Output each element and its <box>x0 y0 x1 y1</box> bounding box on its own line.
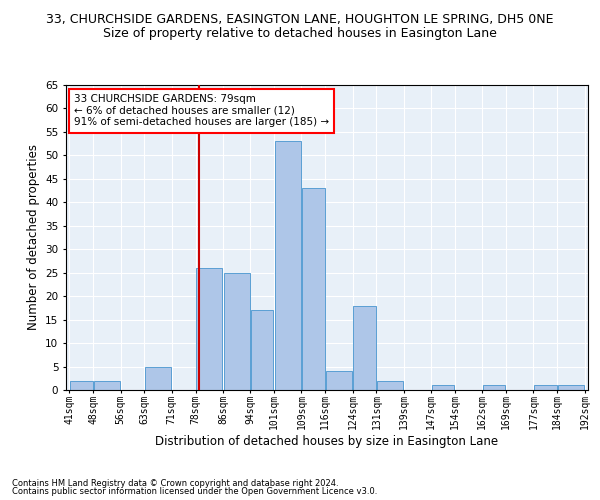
Bar <box>432 386 454 390</box>
Text: Contains public sector information licensed under the Open Government Licence v3: Contains public sector information licen… <box>12 487 377 496</box>
Bar <box>483 386 505 390</box>
Bar <box>377 380 403 390</box>
Text: Contains HM Land Registry data © Crown copyright and database right 2024.: Contains HM Land Registry data © Crown c… <box>12 478 338 488</box>
Text: Size of property relative to detached houses in Easington Lane: Size of property relative to detached ho… <box>103 28 497 40</box>
Bar <box>275 142 301 390</box>
Bar <box>94 380 120 390</box>
Bar <box>196 268 222 390</box>
Text: 33 CHURCHSIDE GARDENS: 79sqm
← 6% of detached houses are smaller (12)
91% of sem: 33 CHURCHSIDE GARDENS: 79sqm ← 6% of det… <box>74 94 329 128</box>
Bar <box>558 386 584 390</box>
Bar <box>302 188 325 390</box>
Y-axis label: Number of detached properties: Number of detached properties <box>26 144 40 330</box>
Bar <box>224 272 250 390</box>
Text: 33, CHURCHSIDE GARDENS, EASINGTON LANE, HOUGHTON LE SPRING, DH5 0NE: 33, CHURCHSIDE GARDENS, EASINGTON LANE, … <box>46 12 554 26</box>
Bar <box>353 306 376 390</box>
Bar <box>251 310 274 390</box>
Bar <box>70 380 92 390</box>
Bar <box>326 371 352 390</box>
X-axis label: Distribution of detached houses by size in Easington Lane: Distribution of detached houses by size … <box>155 435 499 448</box>
Bar <box>534 386 557 390</box>
Bar <box>145 366 171 390</box>
